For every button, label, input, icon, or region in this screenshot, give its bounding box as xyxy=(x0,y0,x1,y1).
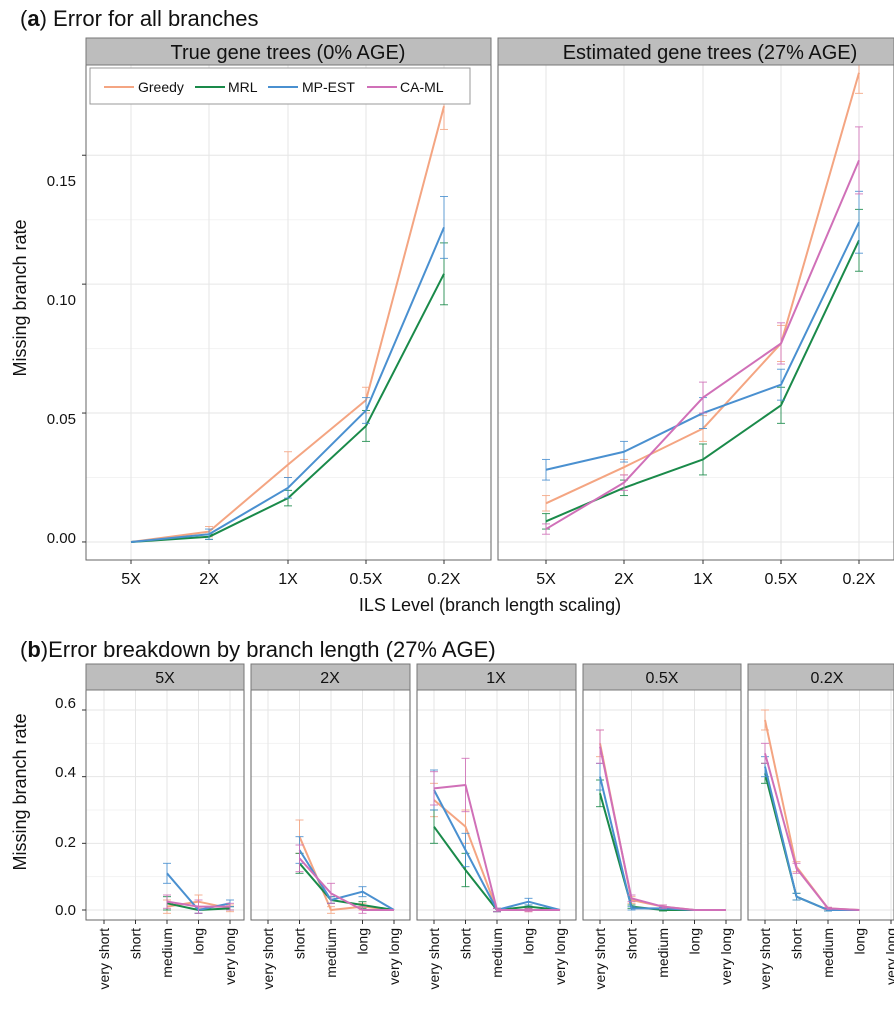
facet-5x xyxy=(85,689,245,924)
x-tick-label: 1X xyxy=(693,571,713,588)
series-line-greedy xyxy=(130,105,445,543)
facet-1x xyxy=(416,689,577,924)
x-tick-label: 2X xyxy=(614,571,634,588)
panel-a xyxy=(82,51,894,564)
facet-0.2x xyxy=(747,689,894,924)
legend-label-ca-ml: CA-ML xyxy=(400,79,444,95)
y-tick-label: 0.05 xyxy=(47,411,76,428)
series-line-ca-ml xyxy=(599,746,726,911)
series-line-mp-est xyxy=(130,227,445,543)
facet-estimated-gene-trees-27-age- xyxy=(497,51,894,564)
x-tick-label: medium xyxy=(489,928,505,978)
facet-strip-5x xyxy=(85,663,245,691)
y-tick-label: 0.10 xyxy=(47,292,76,309)
facet-title-0.2x: 0.2X xyxy=(811,670,844,687)
x-tick-label: 0.2X xyxy=(428,571,461,588)
x-tick-label: very long xyxy=(552,928,568,985)
facet-title-1x: 1X xyxy=(486,670,506,687)
series-line-ca-ml xyxy=(764,753,860,911)
x-tick-label: short xyxy=(624,928,640,959)
series-line-ca-ml xyxy=(166,900,230,908)
panel-b-y-axis-title: Missing branch rate xyxy=(10,713,30,870)
x-tick-label: 2X xyxy=(199,571,219,588)
panel-b-title: Error breakdown by branch length (27% AG… xyxy=(48,637,496,662)
x-tick-label: long xyxy=(852,928,868,954)
x-tick-label: 0.5X xyxy=(350,571,383,588)
facet-true-gene-trees-0-age- xyxy=(85,64,492,564)
facet-title-estimated-gene-trees: Estimated gene trees (27% AGE) xyxy=(563,42,858,64)
x-tick-label: very long xyxy=(718,928,734,985)
facet-2x xyxy=(250,689,411,924)
x-tick-label: short xyxy=(458,928,474,959)
facet-strip-estimated-gene-trees xyxy=(497,37,894,66)
facet-strip-1x xyxy=(416,663,577,691)
x-tick-label: long xyxy=(521,928,537,954)
y-tick-label: 0.0 xyxy=(55,902,76,919)
panel-a-heading: (a) Error for all branches xyxy=(20,6,258,31)
panel-b: very short short medium long very long very s… xyxy=(82,689,894,990)
x-tick-label: long xyxy=(191,928,207,954)
x-tick-label: short xyxy=(789,928,805,959)
x-tick-label: 0.5X xyxy=(765,571,798,588)
x-tick-label: very short xyxy=(757,928,773,990)
facet-title-0.5x: 0.5X xyxy=(646,670,679,687)
y-tick-label: 0.6 xyxy=(55,695,76,712)
x-tick-label: very long xyxy=(222,928,238,985)
facet-strip-0.2x xyxy=(747,663,894,691)
facet-0.5x xyxy=(582,689,742,924)
x-tick-label: long xyxy=(355,928,371,954)
y-tick-label: 0.00 xyxy=(47,530,76,547)
panel-a-x-axis-title: ILS Level (branch length scaling) xyxy=(359,595,621,615)
x-tick-label: medium xyxy=(159,928,175,978)
panel-background xyxy=(498,65,894,560)
x-tick-label: 1X xyxy=(278,571,298,588)
facet-strip-2x xyxy=(250,663,411,691)
series-line-ca-ml xyxy=(433,784,560,911)
x-tick-label: very short xyxy=(426,928,442,990)
panel-a-title: Error for all branches xyxy=(53,6,258,31)
x-tick-label: medium xyxy=(820,928,836,978)
y-tick-label: 0.2 xyxy=(55,834,76,851)
facet-title-true-gene-trees: True gene trees (0% AGE) xyxy=(171,42,406,64)
series-line-ca-ml xyxy=(298,857,394,911)
panel-background xyxy=(86,690,244,920)
series-line-ca-ml xyxy=(545,159,860,530)
x-tick-label: short xyxy=(128,928,144,959)
x-tick-label: 5X xyxy=(121,571,141,588)
panel-b-label: b xyxy=(27,637,40,662)
panel-a-y-axis-title: Missing branch rate xyxy=(10,219,30,376)
x-tick-label: medium xyxy=(655,928,671,978)
x-tick-label: 5X xyxy=(536,571,556,588)
legend-label-mrl: MRL xyxy=(228,79,258,95)
y-tick-label: 0.4 xyxy=(55,764,76,781)
x-tick-label: very short xyxy=(592,928,608,990)
x-tick-label: long xyxy=(687,928,703,954)
x-tick-label: very long xyxy=(883,928,894,985)
legend: Greedy MRL MP-EST CA-ML xyxy=(89,67,471,105)
x-tick-label: very short xyxy=(260,928,276,990)
panel-background xyxy=(583,690,741,920)
x-tick-label: very short xyxy=(96,928,112,990)
panel-b-heading: (b)Error breakdown by branch length (27%… xyxy=(20,637,496,662)
facet-strip-true-gene-trees xyxy=(85,37,492,66)
x-tick-label: short xyxy=(292,928,308,959)
x-tick-label: very long xyxy=(386,928,402,985)
legend-label-greedy: Greedy xyxy=(138,79,184,95)
panel-a-label: a xyxy=(27,6,40,31)
panel-background xyxy=(748,690,894,920)
facet-title-2x: 2X xyxy=(320,670,340,687)
facet-title-5x: 5X xyxy=(155,670,175,687)
x-tick-label: medium xyxy=(323,928,339,978)
facet-strip-0.5x xyxy=(582,663,742,691)
x-tick-label: 0.2X xyxy=(843,571,876,588)
legend-label-mp-est: MP-EST xyxy=(302,79,355,95)
y-tick-label: 0.15 xyxy=(47,173,76,190)
